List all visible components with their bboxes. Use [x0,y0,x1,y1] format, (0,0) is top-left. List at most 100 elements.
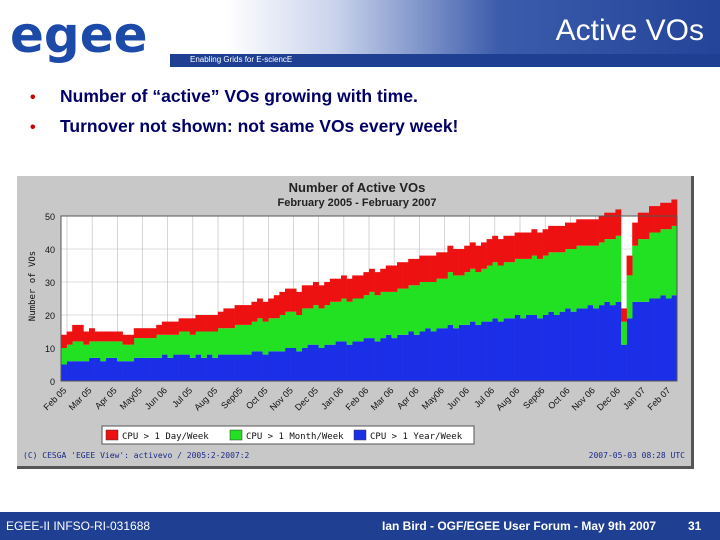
bar-segment [173,321,179,335]
y-tick-label: 40 [45,245,55,255]
bar-segment [279,351,286,381]
bar-segment [425,255,431,282]
legend-box [101,425,475,445]
bar-segment [609,239,616,306]
bar-segment [285,348,291,381]
x-tick-label: Nov 05 [268,385,295,412]
bar-segment [660,229,667,296]
x-tick-label: Jun 06 [143,385,169,411]
bar-segment [301,308,308,348]
bar-segment [223,354,230,381]
bar-segment [542,255,549,315]
bar-segment [324,305,331,345]
bar-segment [548,252,555,312]
bar-segment [307,285,314,309]
bar-segment [301,285,308,309]
bar-segment [273,351,280,381]
bar-segment [189,334,196,358]
x-tick-label: Feb 05 [42,385,69,412]
bar-segment [173,334,179,355]
bar-segment [201,315,207,332]
bar-segment [469,242,476,269]
slide-title: Active VOs [555,14,704,47]
bar-segment [357,341,364,381]
bar-segment [296,291,303,315]
bar-segment [223,308,230,329]
bar-segment [654,232,661,299]
bar-segment [453,328,459,381]
bar-segment [385,334,392,381]
bar-segment [72,341,79,362]
bar-segment [391,265,398,292]
bar-segment [525,232,532,259]
bar-segment [626,275,633,319]
bar-segment [469,321,476,381]
x-tick-label: Feb 06 [344,385,371,412]
x-tick-label: Mar 06 [369,385,396,412]
bar-segment [514,258,521,315]
bar-segment [229,354,235,381]
bar-segment [313,282,319,306]
bar-segment [195,315,202,332]
bar-segment [509,235,515,263]
bar-segment [223,328,230,355]
bar-segment [643,212,650,240]
bar-segment [318,285,325,309]
y-tick-label: 50 [45,212,55,222]
bar-segment [335,301,342,342]
bar-segment [587,305,594,381]
plot-border [60,215,678,382]
bar-segment [548,311,555,381]
bar-segment [133,338,140,358]
bar-segment [234,354,241,381]
x-tick-label: Jun 06 [445,385,471,411]
bar-segment [111,341,118,358]
bar-segment [492,235,499,263]
bar-segment [178,318,185,332]
bar-segment [83,344,90,362]
bar-segment [464,245,471,273]
bar-segment [324,282,331,306]
bar-segment [94,357,101,381]
bar-segment [621,321,627,345]
bar-segment [217,328,224,355]
bar-segment [413,258,420,286]
bar-segment [94,331,101,342]
x-tick-label: Oct 06 [546,385,572,411]
bar-segment [296,315,303,352]
x-tick-label: Jul 06 [472,385,496,409]
x-tick-label: Feb 07 [646,385,673,412]
bar-segment [318,348,325,381]
bar-segment [195,331,202,355]
bar-segment [156,324,163,335]
x-tick-label: Apr 05 [93,385,119,411]
bar-segment [637,239,644,302]
chart-timestamp: 2007-05-03 08:28 UTC [589,451,686,460]
bar-segment [559,252,566,312]
bar-segment [570,222,577,249]
x-tick-label: Apr 06 [395,385,421,411]
bar-segment [335,278,342,302]
bar-segment [380,268,387,292]
bar-segment [178,331,185,355]
bar-segment [626,255,633,276]
bar-segment [156,357,163,381]
bar-segment [111,357,118,381]
bar-segment [537,232,543,259]
bar-segment [268,351,275,381]
bar-segment [430,255,437,282]
bar-segment [201,357,207,381]
bar-segment [509,262,515,319]
bar-segment [559,225,566,253]
bar-segment [654,298,661,381]
bar-segment [150,357,157,381]
bar-segment [89,341,95,358]
bar-segment [436,278,443,329]
bar-segment [486,265,493,322]
bar-segment [313,344,319,381]
bar-segment [430,282,437,332]
bar-segment [570,311,577,381]
bar-segment [268,298,275,319]
bar-segment [419,331,426,381]
y-tick-label: 10 [45,344,55,354]
